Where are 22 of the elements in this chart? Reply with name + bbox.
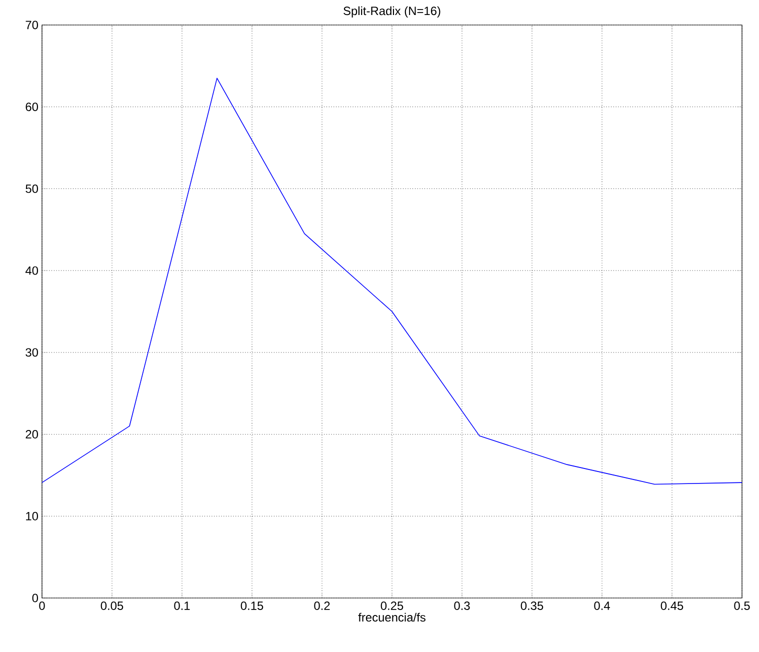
x-tick-label: 0.05 [100,602,124,610]
y-tick-label: 20 [26,430,38,439]
y-tick-label: 30 [26,348,38,357]
y-tick-label: 70 [26,20,38,30]
line-series [42,78,742,485]
y-tick-label: 40 [25,266,38,275]
x-tick-label: 0.35 [520,602,544,610]
y-tick-label: 60 [26,102,38,112]
x-tick-label: 0 [39,602,45,610]
x-tick-label: 0.3 [454,602,470,610]
x-tick-label: 0.45 [660,602,684,610]
y-tick-label: 50 [26,184,38,193]
y-tick-label: 10 [26,512,38,520]
x-tick-label: 0.15 [240,602,264,610]
x-tick-label: 0.4 [594,602,610,610]
chart-title: Split-Radix (N=16) [344,6,440,18]
x-axis-title: frecuencia/fs [358,612,426,622]
x-tick-label: 0.5 [734,602,750,610]
x-tick-label: 0.25 [380,602,404,610]
x-tick-label: 0.1 [174,602,190,610]
x-tick-label: 0.2 [314,602,330,610]
y-tick-label: 0 [32,594,38,602]
